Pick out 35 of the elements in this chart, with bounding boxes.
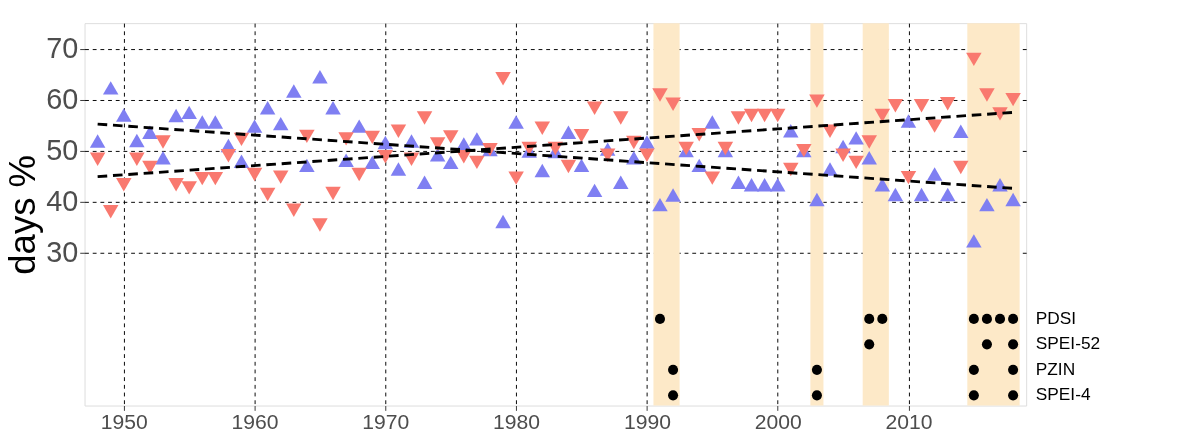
point — [811, 390, 822, 401]
x-tick-label: 2000 — [754, 410, 802, 434]
x-tick-label: 1970 — [362, 410, 410, 434]
point — [864, 339, 875, 350]
point — [1008, 313, 1019, 324]
series-label: SPEI-4 — [1035, 384, 1091, 405]
point — [877, 313, 888, 324]
point — [1008, 364, 1019, 375]
y-tick-label: 50 — [46, 133, 79, 166]
y-tick-label: 70 — [46, 31, 79, 64]
series-label: PZIN — [1035, 358, 1076, 379]
point — [968, 313, 979, 324]
point — [1008, 339, 1019, 350]
x-tick-label: 1990 — [623, 410, 671, 434]
x-tick-label: 1980 — [493, 410, 541, 434]
series-label: PDSI — [1035, 307, 1077, 328]
y-tick-label: 40 — [46, 184, 79, 217]
x-tick-label: 1960 — [231, 410, 279, 434]
x-tick-label: 1950 — [100, 410, 148, 434]
y-tick-label: 60 — [46, 82, 79, 115]
y-tick-label: 30 — [46, 235, 79, 268]
x-tick-label: 2010 — [885, 410, 933, 434]
point — [981, 313, 992, 324]
point — [654, 313, 666, 324]
point — [994, 313, 1006, 324]
point — [811, 364, 822, 375]
series-label: SPEI-52 — [1035, 333, 1101, 354]
point — [668, 364, 679, 375]
point — [668, 390, 679, 401]
point — [968, 364, 979, 375]
point — [981, 339, 992, 350]
point — [1008, 390, 1019, 401]
point — [968, 390, 979, 401]
point — [864, 313, 875, 324]
y-axis-title: days % — [1, 154, 43, 275]
